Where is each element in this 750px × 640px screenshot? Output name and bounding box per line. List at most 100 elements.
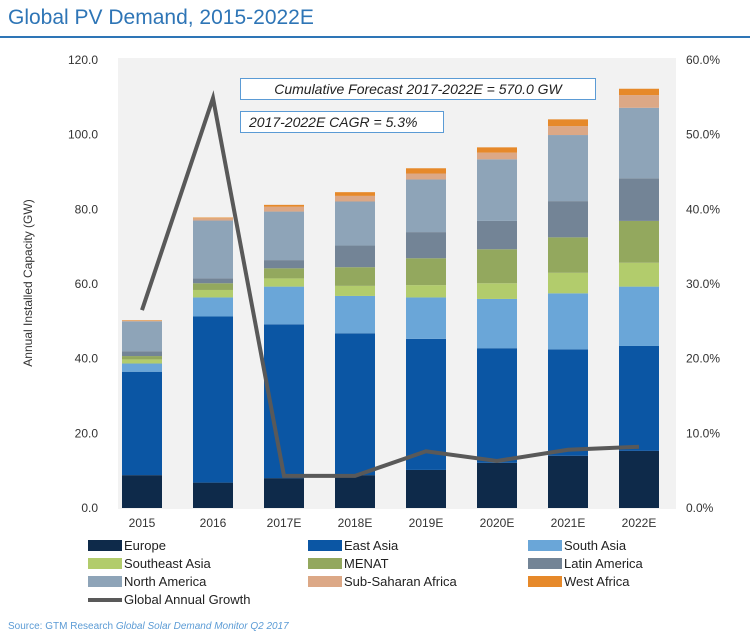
legend-label: South Asia [564,538,627,553]
bar-segment-sub-saharan-africa [477,152,517,160]
legend-item-east-asia: East Asia [308,538,398,553]
bar-segment-south-asia [193,297,233,317]
x-tick-label: 2021E [551,516,586,530]
bar-segment-south-asia [264,286,304,325]
bar-segment-europe [193,482,233,508]
y2-tick-label: 40.0% [686,202,720,216]
y-axis-label: Annual Installed Capacity (GW) [21,199,35,366]
legend-label: Europe [124,538,166,553]
y-tick-label: 0.0 [81,501,98,515]
bar-segment-southeast-asia [548,272,588,294]
bar-segment-south-asia [619,286,659,346]
legend-line-swatch [88,597,122,602]
bar-segment-west-africa [619,88,659,96]
bar-segment-southeast-asia [122,359,162,364]
bar-segment-menat [122,356,162,360]
legend-label: North America [124,574,207,589]
bar-segment-europe [264,478,304,508]
bar-segment-west-africa [335,192,375,196]
bar-segment-east-asia [122,371,162,476]
bar-segment-menat [548,237,588,273]
legend-swatch [88,558,122,569]
legend-item-global-annual-growth: Global Annual Growth [88,592,250,607]
bar-segment-west-africa [477,147,517,153]
chart-title: Global PV Demand, 2015-2022E [8,6,314,29]
legend-item-south-asia: South Asia [528,538,626,553]
y-tick-label: 80.0 [75,202,99,216]
bar-segment-east-asia [335,333,375,476]
legend-item-west-africa: West Africa [528,574,630,589]
y-tick-label: 40.0 [75,352,99,366]
legend-label: West Africa [564,574,630,589]
legend-item-southeast-asia: Southeast Asia [88,556,211,571]
source-note: Source: GTM Research Global Solar Demand… [8,621,289,632]
y2-tick-label: 0.0% [686,501,714,515]
legend-item-north-america: North America [88,574,206,589]
annotation-cagr: 2017-2022E CAGR = 5.3% [240,111,444,133]
y2-tick-label: 60.0% [686,53,720,67]
bar-segment-north-america [193,220,233,279]
y-tick-label: 120.0 [68,53,98,67]
x-tick-label: 2020E [480,516,515,530]
x-tick-label: 2015 [129,516,156,530]
legend-swatch [88,576,122,587]
bar-segment-west-africa [122,320,162,321]
x-tick-label: 2016 [200,516,227,530]
y-tick-label: 100.0 [68,128,98,142]
bar-segment-west-africa [406,168,446,174]
legend-swatch [528,540,562,551]
bar-segment-sub-saharan-africa [548,126,588,136]
bar-segment-east-asia [406,338,446,470]
bar-segment-east-asia [193,316,233,483]
bar-segment-north-america [619,107,659,179]
bar-segment-southeast-asia [406,285,446,298]
growth-line [140,90,640,478]
bar-segment-sub-saharan-africa [406,173,446,180]
bar-segment-europe [335,475,375,508]
bar-segment-menat [619,220,659,263]
bar-segment-menat [335,267,375,286]
bar-segment-east-asia [477,348,517,463]
bar-segment-sub-saharan-africa [335,195,375,202]
bar-segment-west-africa [548,119,588,127]
bar-segment-west-africa [264,204,304,207]
bar-segment-south-asia [477,298,517,349]
legend-swatch [528,558,562,569]
legend-swatch [308,540,342,551]
bar-segment-europe [122,475,162,508]
bar-segment-north-america [548,135,588,202]
bar-segment-south-asia [122,363,162,372]
bar-segment-sub-saharan-africa [264,206,304,212]
annotation-cumulative: Cumulative Forecast 2017-2022E = 570.0 G… [240,78,596,100]
y2-tick-label: 50.0% [686,128,720,142]
bar-segment-menat [193,283,233,290]
bar-segment-latin-america [406,232,446,259]
legend-swatch [528,576,562,587]
legend-label: Latin America [564,556,643,571]
bar-segment-menat [477,249,517,284]
y-tick-label: 60.0 [75,277,99,291]
bar-segment-menat [406,258,446,286]
x-tick-label: 2017E [267,516,302,530]
legend-swatch [308,558,342,569]
bar-segment-europe [477,462,517,508]
bar-segment-latin-america [335,245,375,268]
bar-segment-europe [548,455,588,508]
bar-segment-southeast-asia [619,262,659,287]
bar-segment-south-asia [406,297,446,339]
bar-segment-north-america [335,201,375,246]
legend-item-menat: MENAT [308,556,389,571]
legend-label: Southeast Asia [124,556,211,571]
bar-segment-southeast-asia [264,278,304,287]
bar-segment-sub-saharan-africa [193,218,233,221]
x-tick-label: 2019E [409,516,444,530]
bar-segment-menat [264,268,304,279]
bar-segment-latin-america [548,201,588,238]
legend-item-europe: Europe [88,538,166,553]
legend-label: Global Annual Growth [124,592,251,607]
bar-segment-latin-america [619,178,659,221]
bar-segment-east-asia [548,349,588,456]
legend-swatch [88,540,122,551]
x-tick-label: 2018E [338,516,373,530]
